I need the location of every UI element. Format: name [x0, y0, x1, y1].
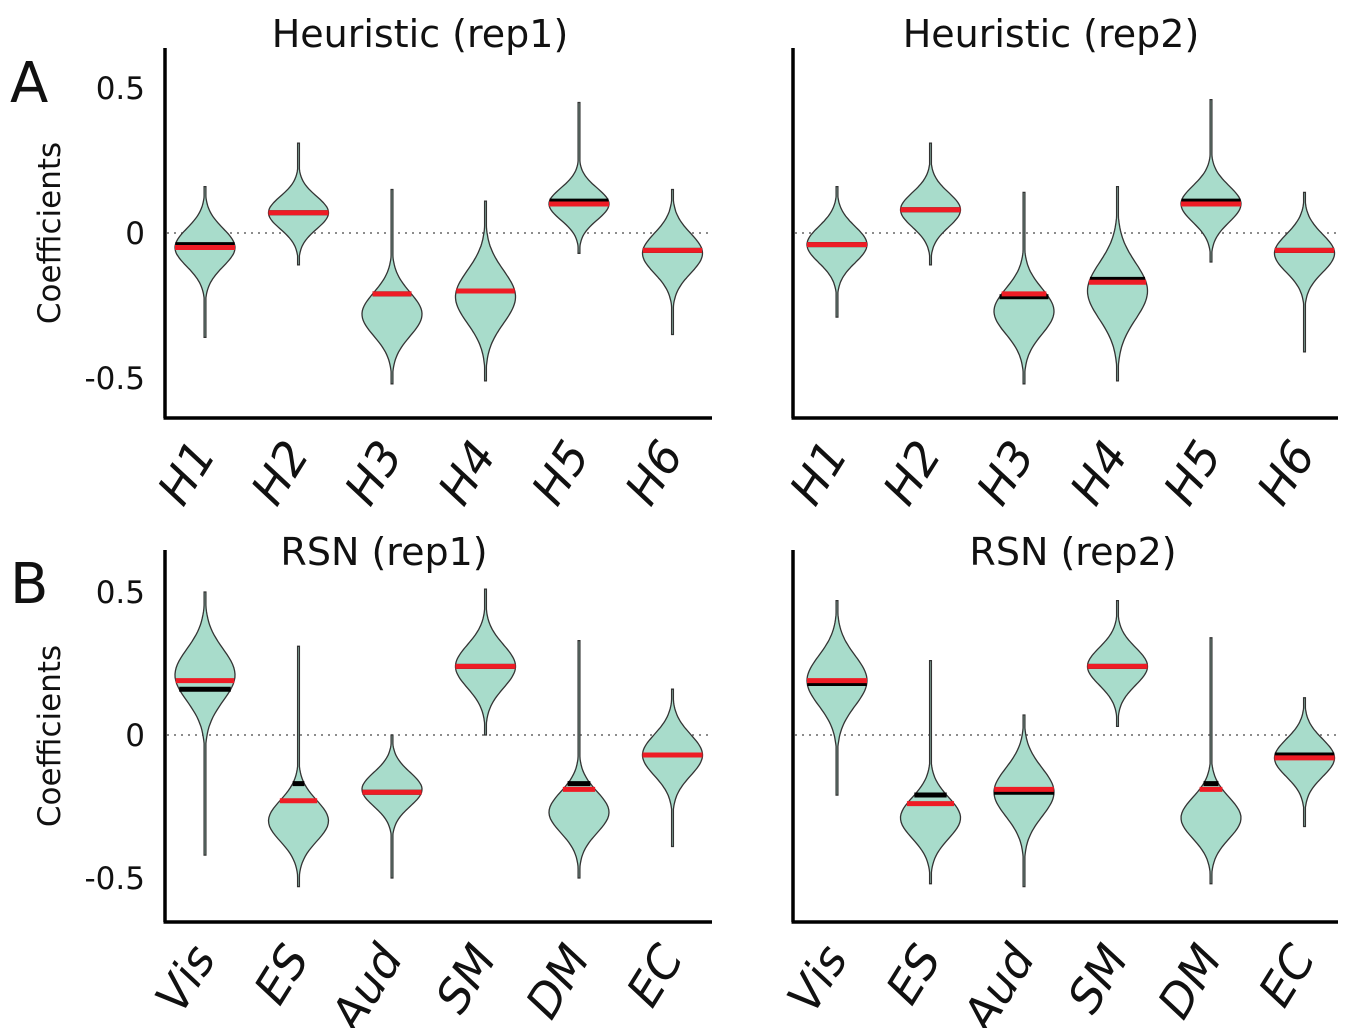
chart-rsn-rep2: RSN (rep2) Vis ES Aud SM DM EC — [776, 530, 1338, 1028]
x-tick-label: DM — [1147, 935, 1233, 1027]
violin-body — [1273, 697, 1336, 828]
violin-ES — [267, 645, 330, 888]
chart-title: RSN (rep1) — [280, 530, 487, 574]
violin-H2 — [899, 142, 962, 266]
violin-body — [993, 191, 1055, 385]
x-tick-label: SM — [1057, 935, 1139, 1022]
violin-Vis — [174, 591, 236, 856]
violin-H3 — [993, 191, 1055, 385]
violin-EC — [1273, 697, 1336, 828]
violin-body — [806, 599, 868, 796]
violin-body — [1180, 98, 1242, 263]
chart-heuristic-rep1: Heuristic (rep1) 0.5 0 -0.5 Coefficients H1… — [32, 12, 712, 514]
x-tick-labels: H1 H2 H3 H4 H5 H6 — [779, 431, 1326, 514]
violin-Vis — [806, 599, 868, 796]
violin-H1 — [806, 185, 868, 318]
x-tick-label: Vis — [776, 935, 858, 1021]
violin-body — [548, 639, 610, 879]
violin-H5 — [548, 101, 610, 254]
x-tick-label: H5 — [1153, 431, 1233, 514]
violin-body — [899, 659, 962, 885]
violin-body — [1273, 191, 1336, 353]
violin-ES — [899, 659, 962, 885]
x-tick-label: H1 — [147, 431, 227, 514]
violin-H6 — [641, 188, 704, 336]
plot-area — [791, 48, 1338, 420]
chart-heuristic-rep2: Heuristic (rep2) H1 H2 H3 H4 H5 H6 — [779, 12, 1338, 514]
x-tick-label: H4 — [427, 431, 507, 514]
violin-body — [806, 185, 868, 318]
plot-area: 0.5 0 -0.5 Coefficients — [32, 550, 712, 924]
x-tick-label: EC — [616, 935, 694, 1016]
violin-H2 — [267, 142, 330, 266]
violin-SM — [1086, 599, 1149, 728]
x-tick-label: EC — [1248, 935, 1326, 1016]
x-tick-label: H5 — [521, 431, 601, 514]
violin-DM — [1180, 637, 1242, 885]
violin-body — [1086, 599, 1149, 728]
x-tick-label: ES — [243, 935, 320, 1013]
y-tick-label: 0 — [125, 216, 145, 252]
violin-body — [548, 101, 610, 254]
violin-SM — [454, 588, 517, 736]
violin-body — [267, 142, 330, 266]
x-tick-label: H6 — [614, 431, 694, 514]
violin-body — [1180, 637, 1242, 885]
violin-H4 — [1086, 185, 1149, 382]
plot-area: 0.5 0 -0.5 Coefficients — [32, 48, 712, 420]
x-tick-label: H2 — [240, 431, 320, 514]
y-tick-label: -0.5 — [85, 361, 146, 397]
x-tick-label: H4 — [1059, 431, 1139, 514]
violin-body — [174, 185, 236, 339]
panel-label-b: B — [10, 552, 48, 617]
plot-area — [791, 550, 1338, 924]
violin-body — [174, 591, 236, 856]
violin-H1 — [174, 185, 236, 339]
x-tick-label: H2 — [872, 431, 952, 514]
y-tick-label: 0.5 — [96, 575, 145, 611]
violin-body — [267, 645, 330, 888]
violin-body — [361, 188, 423, 385]
violin-body — [641, 188, 704, 336]
chart-title: Heuristic (rep2) — [903, 12, 1200, 56]
x-tick-labels: Vis ES Aud SM DM EC — [144, 935, 693, 1028]
x-tick-label: H3 — [334, 431, 414, 514]
x-tick-label: Aud — [950, 935, 1045, 1028]
violin-H5 — [1180, 98, 1242, 263]
chart-title: RSN (rep2) — [969, 530, 1176, 574]
x-tick-label: DM — [515, 935, 601, 1027]
violin-body — [899, 142, 962, 266]
x-tick-label: H1 — [779, 431, 859, 514]
x-tick-label: Aud — [318, 935, 413, 1028]
violin-body — [641, 688, 704, 848]
x-tick-label: SM — [425, 935, 507, 1022]
y-tick-label: 0 — [125, 718, 145, 754]
violin-Aud — [993, 714, 1055, 888]
chart-rsn-rep1: RSN (rep1) 0.5 0 -0.5 Coefficients Vis ES Aud… — [32, 530, 712, 1028]
y-axis-label: Coefficients — [32, 645, 68, 827]
x-tick-label: Vis — [144, 935, 226, 1021]
y-tick-label: -0.5 — [85, 861, 146, 897]
x-tick-label: ES — [875, 935, 952, 1013]
violin-DM — [548, 639, 610, 879]
panel-label-a: A — [10, 51, 48, 116]
x-tick-labels: Vis ES Aud SM DM EC — [776, 935, 1325, 1028]
violin-H4 — [454, 200, 517, 382]
y-tick-label: 0.5 — [96, 71, 145, 107]
violin-body — [454, 588, 517, 736]
violin-body — [993, 714, 1055, 888]
violin-EC — [641, 688, 704, 848]
violin-H6 — [1273, 191, 1336, 353]
y-axis-label: Coefficients — [32, 142, 68, 324]
violin-Aud — [361, 734, 423, 879]
x-tick-labels: H1 H2 H3 H4 H5 H6 — [147, 431, 694, 514]
violin-body — [361, 734, 423, 879]
chart-title: Heuristic (rep1) — [272, 12, 569, 56]
x-tick-label: H6 — [1246, 431, 1326, 514]
x-tick-label: H3 — [966, 431, 1046, 514]
violin-H3 — [361, 188, 423, 385]
